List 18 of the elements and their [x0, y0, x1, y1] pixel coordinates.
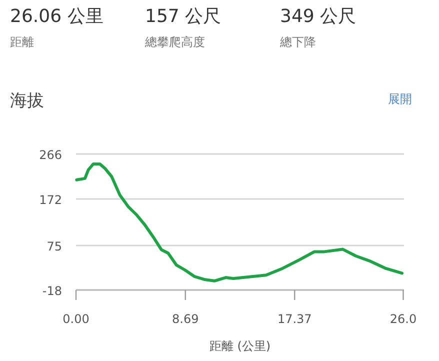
x-tick-label: 0.00 — [62, 312, 90, 326]
x-tick-label: 8.69 — [172, 312, 199, 326]
text: 157 公尺 — [145, 6, 222, 27]
text: 349 公尺 — [280, 6, 356, 27]
y-tick-label: 172 — [39, 193, 62, 208]
line-series — [75, 162, 404, 282]
x-tick-label: 17.37 — [277, 312, 312, 326]
x-axis-title: 距離 (公里) — [209, 339, 271, 353]
chart-title: 海拔 — [10, 91, 44, 111]
x-tick-label: 26.0 — [390, 312, 417, 326]
text: 總攀爬高度 — [144, 35, 205, 49]
y-tick-label: 75 — [46, 239, 62, 254]
text: 26.06 公里 — [10, 6, 104, 27]
y-tick-label: 266 — [39, 148, 62, 162]
text: 距離 — [10, 35, 34, 49]
y-tick-label: -18 — [42, 284, 62, 298]
text: 總下降 — [279, 35, 316, 49]
text: 展開 — [388, 92, 412, 106]
